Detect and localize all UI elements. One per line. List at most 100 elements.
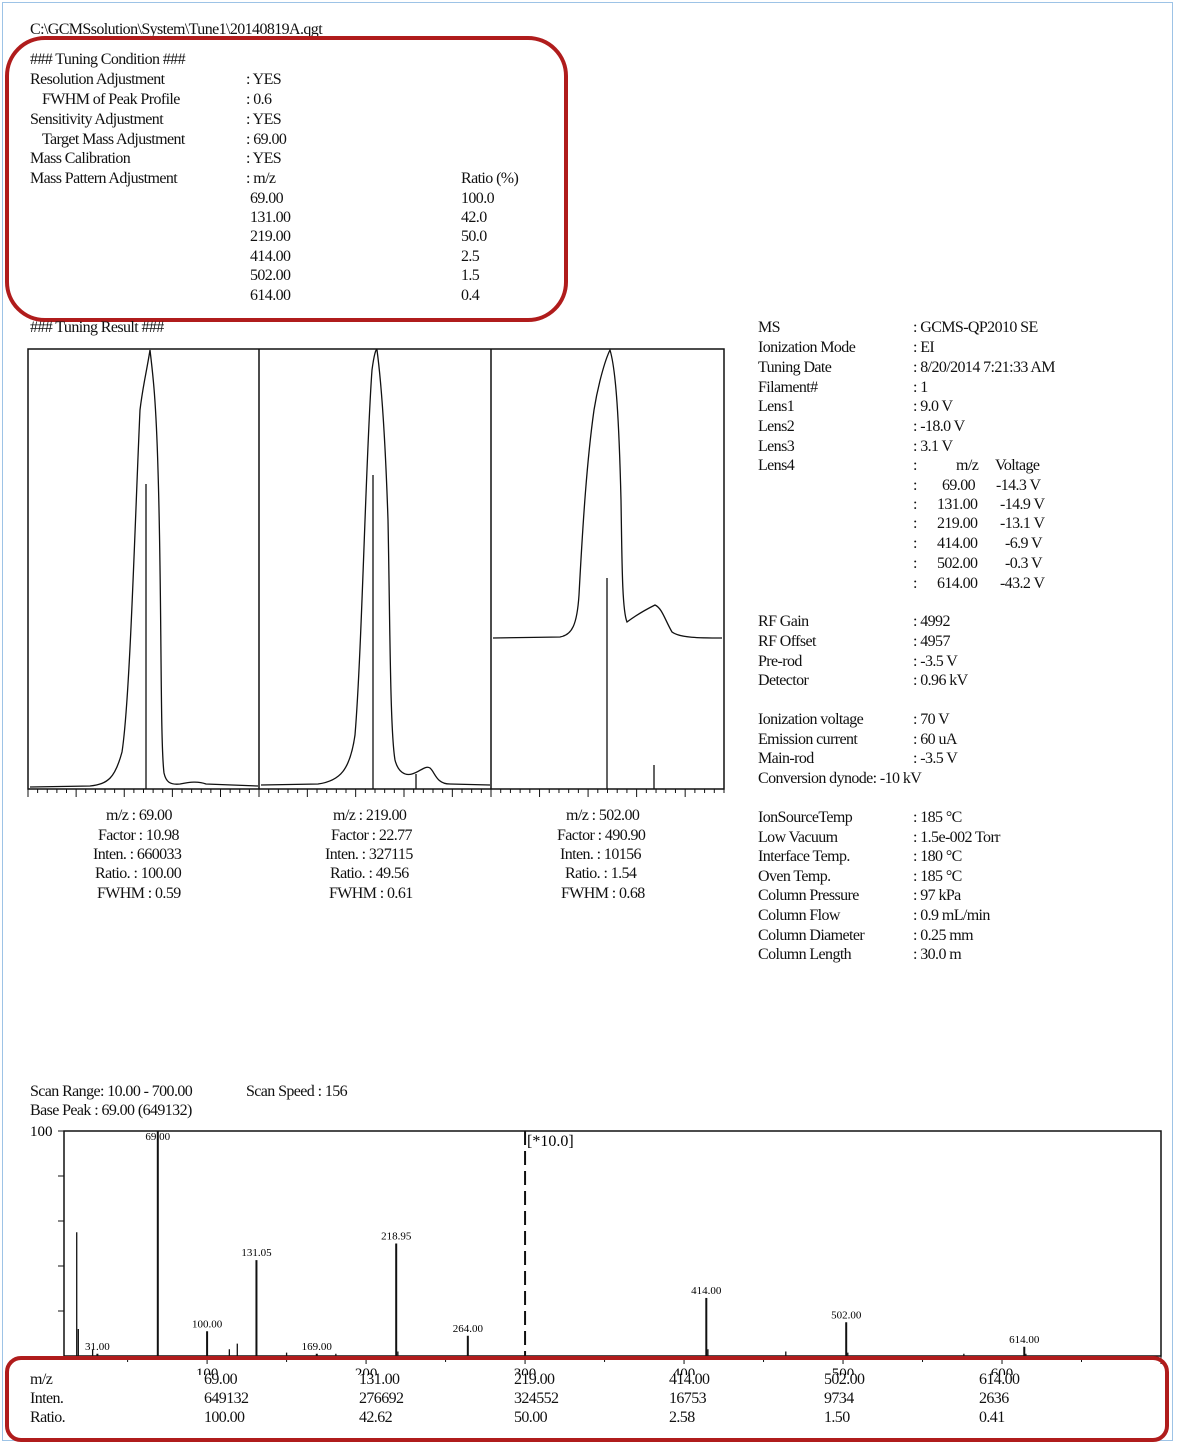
mass-pattern-mz: 69.00 [250, 190, 284, 207]
inst-label: RF Gain [758, 613, 809, 630]
inst-value: : 1 [913, 379, 928, 396]
highlight-box-tuning-condition [5, 36, 568, 322]
summary-inten: 324552 [514, 1390, 559, 1407]
tc-value-fwhm: : 0.6 [246, 91, 272, 108]
inst-label: Ionization voltage [758, 711, 864, 728]
peak-label: 414.00 [691, 1285, 722, 1297]
peak2-inten: Inten. : 327115 [325, 846, 413, 863]
x-tick-label: 200 [355, 1366, 378, 1375]
inst-label: MS [758, 319, 781, 336]
lens4-voltage: -6.9 V [1005, 535, 1043, 552]
inst-value: : EI [913, 339, 935, 356]
inst-value: : -18.0 V [913, 418, 965, 435]
inst-value: : 0.96 kV [913, 672, 968, 689]
tuning-result-heading: ### Tuning Result ### [30, 319, 164, 336]
lens4-colon: : [913, 496, 917, 513]
mass-pattern-ratio: 100.0 [461, 190, 495, 207]
y-tick-label-100: 100 [30, 1124, 53, 1140]
lens4-mz: 414.00 [937, 535, 978, 552]
summary-label-ratio: Ratio. [30, 1409, 66, 1426]
scan-speed: Scan Speed : 156 [246, 1083, 348, 1100]
peak2-factor: Factor : 22.77 [331, 827, 413, 844]
tc-label-target-mass: Target Mass Adjustment [42, 131, 185, 148]
summary-label-mz: m/z [30, 1371, 53, 1388]
lens4-colon: : [913, 555, 917, 572]
mass-pattern-mz: 614.00 [250, 287, 291, 304]
inst-value: : 185 °C [913, 809, 962, 826]
inst-value: : 4992 [913, 613, 950, 630]
lens4-colon: : [913, 535, 917, 552]
inst-label: Ionization Mode [758, 339, 856, 356]
mass-spectrum-chart: 100 [*10.0] 100 200 300 400 500 600 31.00 69.00… [30, 1124, 1162, 1375]
peak3-mz: m/z : 502.00 [566, 807, 640, 824]
inst-value: : -3.5 V [913, 750, 958, 767]
tc-value-mass-cal: : YES [246, 150, 282, 167]
mass-pattern-mz: 131.00 [250, 209, 291, 226]
inst-value: : 0.25 mm [913, 927, 974, 944]
peak2-ratio: Ratio. : 49.56 [330, 865, 409, 882]
lens4-mz: 131.00 [937, 496, 978, 513]
inst-value: : 9.0 V [913, 398, 953, 415]
spectrum-frame [63, 1130, 1162, 1357]
summary-ratio: 42.62 [359, 1409, 393, 1426]
peak1-factor: Factor : 10.98 [98, 827, 180, 844]
summary-label-inten: Inten. [30, 1390, 64, 1407]
inst-value: : 97 kPa [913, 887, 961, 904]
base-peak: Base Peak : 69.00 (649132) [30, 1102, 192, 1119]
peak-panel-frame [27, 348, 725, 790]
peak-label: 264.00 [453, 1323, 484, 1335]
lens4-mz: 219.00 [937, 515, 978, 532]
summary-mz: 219.00 [514, 1371, 555, 1388]
mass-pattern-mz: 502.00 [250, 267, 291, 284]
lens4-voltage: -13.1 V [1000, 515, 1045, 532]
x-tick-label: 500 [832, 1366, 855, 1375]
inst-label: Interface Temp. [758, 848, 850, 865]
tc-value-target-mass: : 69.00 [246, 131, 287, 148]
peak-label: 100.00 [192, 1318, 223, 1330]
mass-pattern-ratio: 2.5 [461, 248, 480, 265]
mass-pattern-mz: 219.00 [250, 228, 291, 245]
inst-value: : 30.0 m [913, 946, 962, 963]
summary-inten: 2636 [979, 1390, 1009, 1407]
inst-label: Lens3 [758, 438, 795, 455]
summary-mz: 614.00 [979, 1371, 1020, 1388]
summary-ratio: 0.41 [979, 1409, 1005, 1426]
lens4-mz-header: m/z [956, 457, 979, 474]
inst-value: : 70 V [913, 711, 950, 728]
inst-label: RF Offset [758, 633, 816, 650]
tc-value-mass-pattern: : m/z [246, 170, 276, 187]
inst-label: Main-rod [758, 750, 814, 767]
peak-profile-69 [29, 349, 259, 788]
summary-ratio: 100.00 [204, 1409, 245, 1426]
lens4-mz: 502.00 [937, 555, 978, 572]
lens4-voltage-header: Voltage [995, 457, 1040, 474]
inst-label: Oven Temp. [758, 868, 831, 885]
mass-pattern-ratio: 42.0 [461, 209, 487, 226]
x-tick-label: 600 [991, 1366, 1014, 1375]
inst-label: Column Pressure [758, 887, 859, 904]
peak3-fwhm: FWHM : 0.68 [561, 885, 645, 902]
peak-label: 614.00 [1009, 1334, 1040, 1346]
inst-value: : GCMS-QP2010 SE [913, 319, 1038, 336]
inst-value: : 8/20/2014 7:21:33 AM [913, 359, 1056, 376]
highlight-box-summary [5, 1356, 1169, 1442]
inst-value: : 0.9 mL/min [913, 907, 990, 924]
inst-label: Lens1 [758, 398, 795, 415]
file-path: C:\GCMSsolution\System\Tune1\20140819A.q… [30, 21, 323, 38]
summary-ratio: 1.50 [824, 1409, 850, 1426]
inst-label: Pre-rod [758, 653, 802, 670]
mass-pattern-ratio: 50.0 [461, 228, 487, 245]
lens4-voltage: -0.3 V [1005, 555, 1043, 572]
summary-mz: 502.00 [824, 1371, 865, 1388]
x-tick-label: 400 [673, 1366, 696, 1375]
mass-pattern-ratio: 1.5 [461, 267, 480, 284]
lens4-colon: : [913, 575, 917, 592]
tc-value-resolution: : YES [246, 71, 282, 88]
inst-value: : -3.5 V [913, 653, 958, 670]
mass-pattern-mz: 414.00 [250, 248, 291, 265]
peak1-fwhm: FWHM : 0.59 [97, 885, 181, 902]
summary-inten: 276692 [359, 1390, 404, 1407]
summary-inten: 649132 [204, 1390, 249, 1407]
peak3-factor: Factor : 490.90 [557, 827, 646, 844]
inst-value: : [913, 457, 917, 474]
